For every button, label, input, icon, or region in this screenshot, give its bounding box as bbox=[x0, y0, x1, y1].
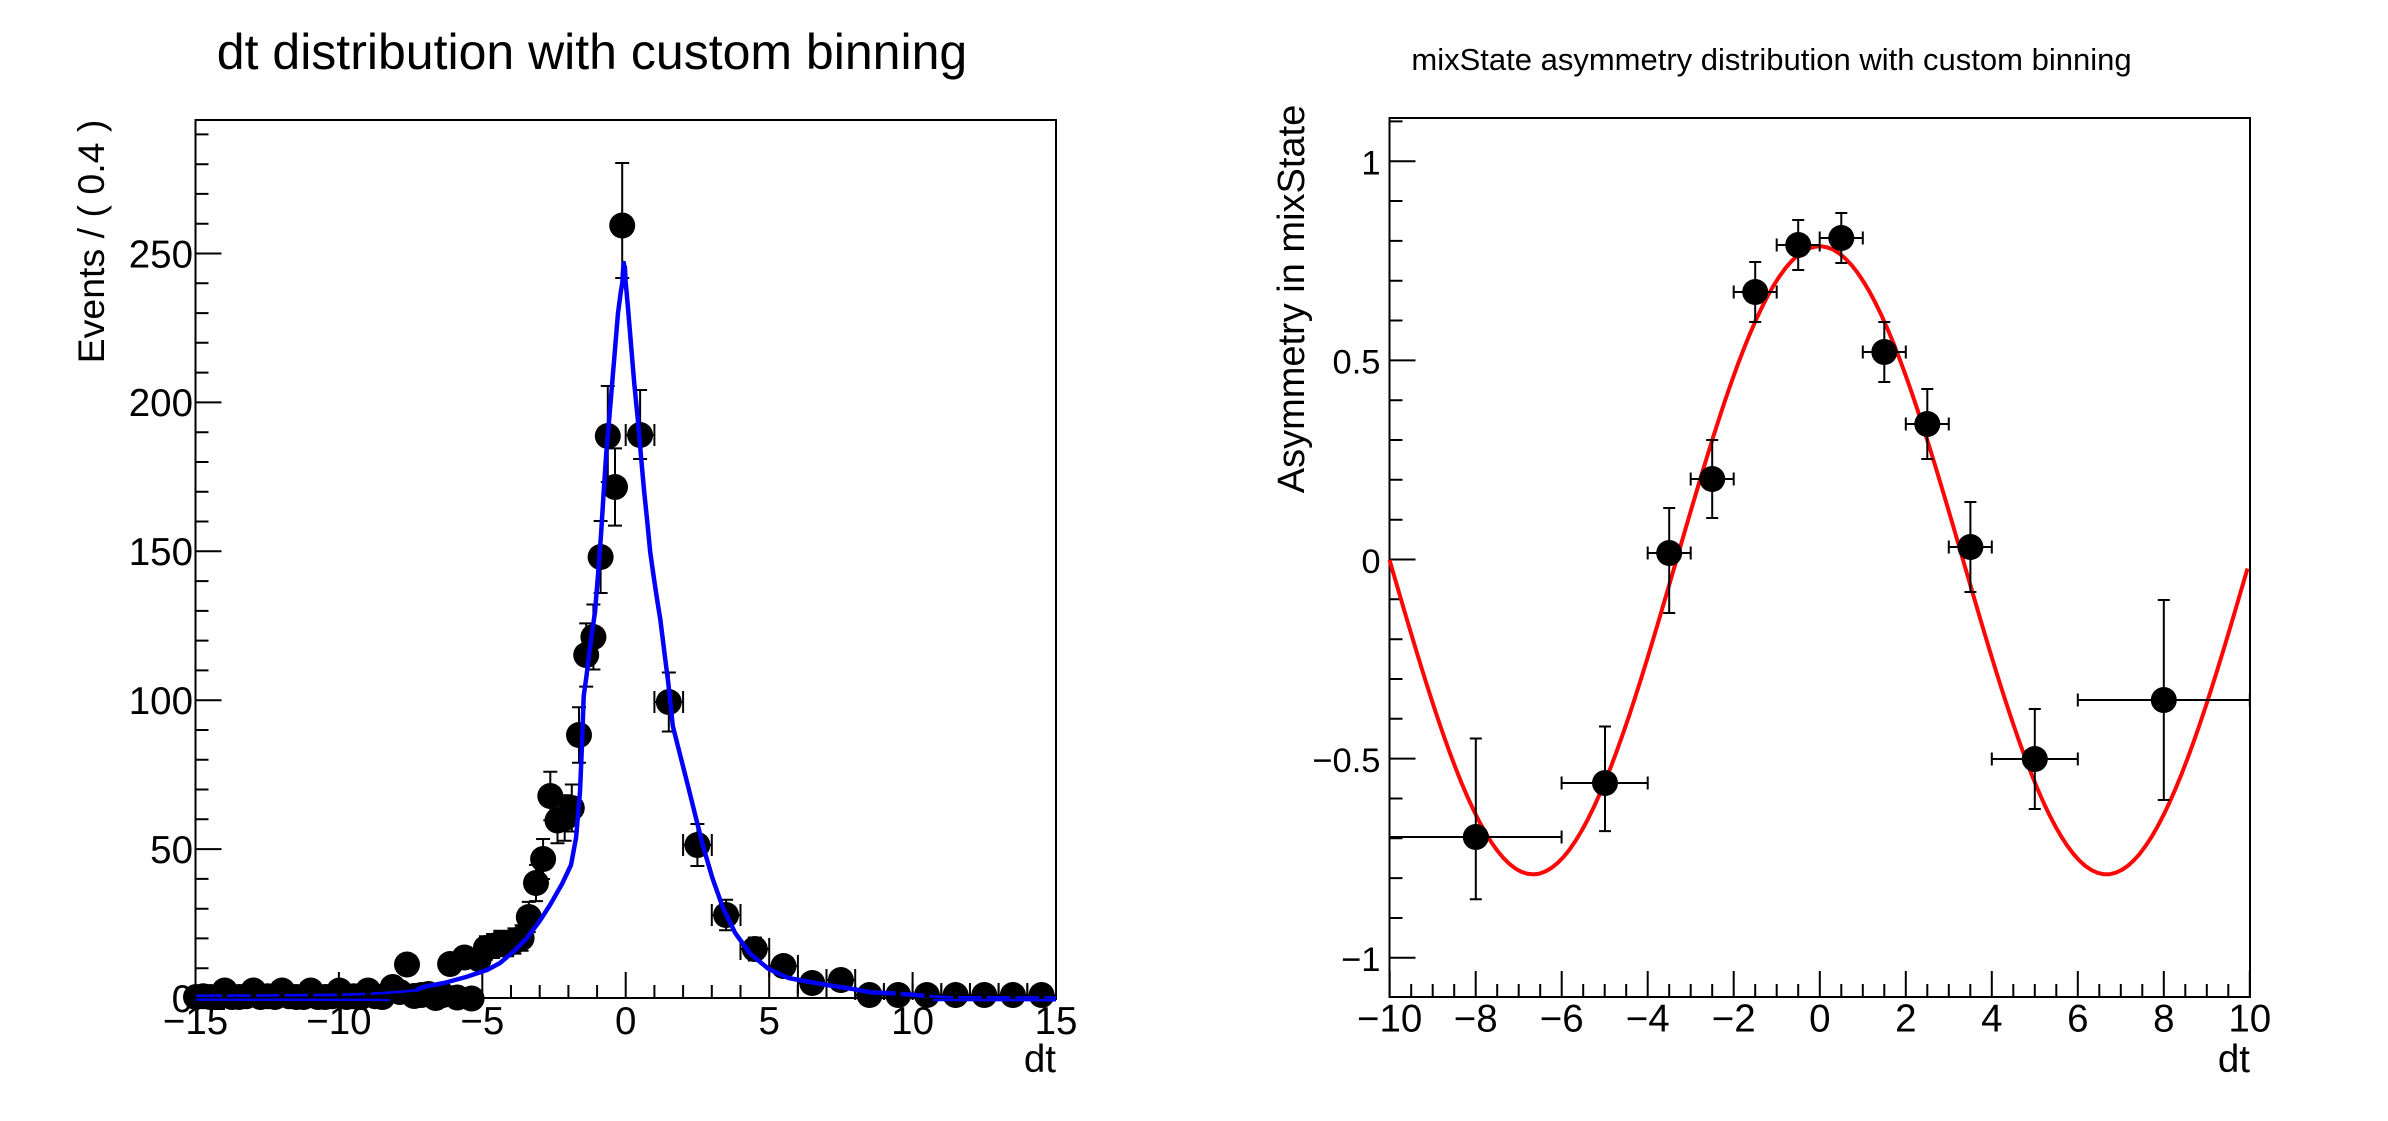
svg-text:Asymmetry in mixState: Asymmetry in mixState bbox=[1271, 105, 1313, 494]
svg-text:dt distribution with custom bi: dt distribution with custom binning bbox=[217, 24, 967, 80]
svg-text:−2: −2 bbox=[1712, 998, 1756, 1041]
svg-text:2: 2 bbox=[1895, 998, 1916, 1041]
svg-text:0: 0 bbox=[1809, 998, 1830, 1041]
svg-text:1: 1 bbox=[1361, 145, 1380, 183]
svg-text:8: 8 bbox=[2153, 998, 2174, 1041]
svg-text:−4: −4 bbox=[1626, 998, 1670, 1041]
svg-text:0: 0 bbox=[1361, 543, 1380, 581]
svg-text:−10: −10 bbox=[306, 1000, 371, 1043]
svg-text:100: 100 bbox=[129, 680, 193, 723]
svg-text:4: 4 bbox=[1981, 998, 2002, 1041]
svg-text:6: 6 bbox=[2067, 998, 2088, 1041]
svg-text:−8: −8 bbox=[1454, 998, 1498, 1041]
svg-text:dt: dt bbox=[2218, 1038, 2250, 1081]
svg-text:−10: −10 bbox=[1357, 998, 1422, 1041]
svg-text:−5: −5 bbox=[460, 1000, 504, 1043]
svg-text:dt: dt bbox=[1024, 1038, 1056, 1081]
svg-text:mixState asymmetry distributio: mixState asymmetry distribution with cus… bbox=[1411, 42, 2131, 77]
svg-text:15: 15 bbox=[1035, 1000, 1078, 1043]
svg-text:0: 0 bbox=[172, 978, 193, 1021]
svg-text:200: 200 bbox=[129, 382, 193, 425]
svg-text:−15: −15 bbox=[163, 1000, 228, 1043]
svg-text:10: 10 bbox=[2228, 998, 2271, 1041]
svg-text:150: 150 bbox=[129, 531, 193, 574]
svg-text:0: 0 bbox=[615, 1000, 636, 1043]
svg-text:−0.5: −0.5 bbox=[1312, 742, 1380, 780]
svg-text:5: 5 bbox=[758, 1000, 779, 1043]
svg-text:−1: −1 bbox=[1341, 941, 1380, 979]
svg-text:−6: −6 bbox=[1540, 998, 1584, 1041]
svg-text:50: 50 bbox=[150, 829, 193, 872]
svg-text:0.5: 0.5 bbox=[1333, 344, 1381, 382]
svg-text:Events / ( 0.4 ): Events / ( 0.4 ) bbox=[70, 120, 112, 364]
svg-text:250: 250 bbox=[129, 233, 193, 276]
svg-text:10: 10 bbox=[891, 1000, 934, 1043]
